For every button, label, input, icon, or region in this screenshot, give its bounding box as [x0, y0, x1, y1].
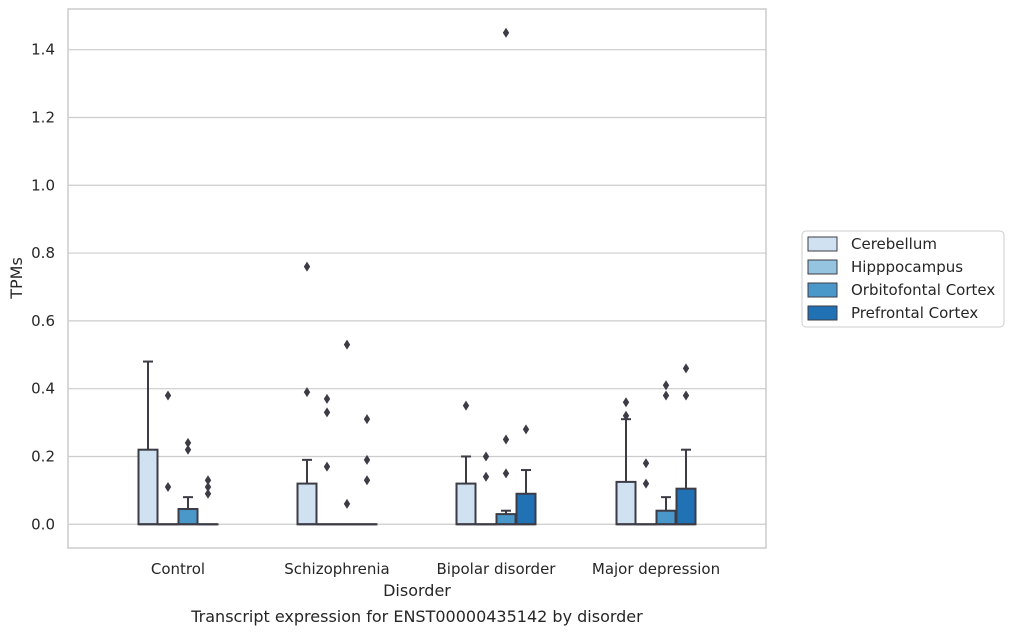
- box-0-3: [615, 397, 637, 526]
- legend-swatch: [807, 259, 838, 275]
- outlier-point: [164, 390, 172, 401]
- box-3-2: [515, 424, 537, 526]
- legend-label: Prefrontal Cortex: [851, 304, 978, 322]
- box-3-1: [356, 414, 378, 526]
- x-axis-label: Disorder: [383, 581, 451, 600]
- y-tick-label: 0.2: [31, 447, 55, 465]
- legend: Cerebellum Hipppocampus Orbitofontal Corte…: [801, 230, 1005, 328]
- chart-caption: Transcript expression for ENST0000043514…: [190, 607, 643, 626]
- outlier-point: [482, 451, 490, 462]
- box-body: [296, 482, 318, 526]
- box-0-2: [455, 400, 477, 526]
- y-tick-label: 0.6: [31, 312, 55, 330]
- y-tick-label: 0.4: [31, 380, 55, 398]
- outlier-point: [482, 471, 490, 482]
- box-body: [455, 482, 477, 526]
- x-tick-label: Major depression: [592, 560, 720, 578]
- box-body: [655, 509, 677, 526]
- legend-label: Hipppocampus: [851, 258, 963, 276]
- outlier-point: [303, 261, 311, 272]
- legend-label: Orbitofontal Cortex: [851, 281, 995, 299]
- y-tick-label: 0.8: [31, 244, 55, 262]
- legend-swatch: [807, 236, 838, 252]
- outlier-point: [662, 390, 670, 401]
- outlier-point: [204, 488, 212, 499]
- legend-frame: [801, 230, 1005, 328]
- outlier-point: [682, 390, 690, 401]
- x-tick-label: Control: [151, 560, 205, 578]
- outlier-point: [642, 458, 650, 469]
- x-axis-ticks: Control Schizophrenia Bipolar disorder Majo…: [151, 560, 720, 578]
- outlier-point: [682, 363, 690, 374]
- outlier-point: [502, 27, 510, 38]
- box-0-0: [137, 360, 159, 526]
- y-tick-label: 1.0: [31, 176, 55, 194]
- y-axis-ticks: 0.0 0.2 0.4 0.6 0.8 1.0 1.2 1.4: [31, 41, 55, 534]
- outlier-point: [662, 380, 670, 391]
- box-body: [495, 513, 517, 526]
- plot-frame: [67, 8, 767, 549]
- outlier-point: [622, 397, 630, 408]
- outlier-point: [502, 468, 510, 479]
- x-tick-label: Schizophrenia: [284, 560, 389, 578]
- outlier-point: [462, 400, 470, 411]
- box-0-1: [296, 261, 318, 526]
- outlier-point: [343, 498, 351, 509]
- y-tick-label: 0.0: [31, 515, 55, 533]
- box-1-3: [635, 458, 657, 526]
- x-tick-label: Bipolar disorder: [437, 560, 557, 578]
- box-body: [177, 508, 199, 526]
- box-body: [675, 487, 697, 526]
- y-axis-label: TPMs: [7, 257, 26, 300]
- outlier-point: [363, 475, 371, 486]
- box-2-3: [655, 380, 677, 526]
- grid-lines: [68, 49, 766, 525]
- outlier-point: [522, 424, 530, 435]
- outlier-point: [363, 454, 371, 465]
- legend-swatch: [807, 305, 838, 321]
- outlier-point: [303, 387, 311, 398]
- box-body: [615, 480, 637, 526]
- box-1-2: [475, 451, 497, 526]
- outlier-point: [323, 461, 331, 472]
- y-tick-label: 1.2: [31, 108, 55, 126]
- outlier-point: [363, 414, 371, 425]
- box-1-0: [157, 390, 179, 526]
- legend-swatch: [807, 282, 838, 298]
- outlier-point: [164, 481, 172, 492]
- outlier-point: [323, 407, 331, 418]
- box-2-1: [336, 339, 358, 526]
- outlier-point: [184, 444, 192, 455]
- outlier-point: [343, 339, 351, 350]
- box-3-0: [197, 475, 219, 526]
- box-2-2: [495, 27, 517, 526]
- box-body: [137, 448, 159, 526]
- box-2-0: [177, 437, 199, 526]
- box-3-3: [675, 363, 697, 526]
- outlier-point: [622, 410, 630, 421]
- outlier-point: [642, 478, 650, 489]
- outlier-point: [323, 393, 331, 404]
- y-tick-label: 1.4: [31, 41, 55, 59]
- outlier-point: [204, 481, 212, 492]
- outlier-point: [502, 434, 510, 445]
- box-series: [137, 27, 697, 526]
- box-1-1: [316, 393, 338, 526]
- legend-label: Cerebellum: [851, 235, 937, 253]
- box-body: [515, 492, 537, 526]
- outlier-point: [204, 475, 212, 486]
- outlier-point: [184, 437, 192, 448]
